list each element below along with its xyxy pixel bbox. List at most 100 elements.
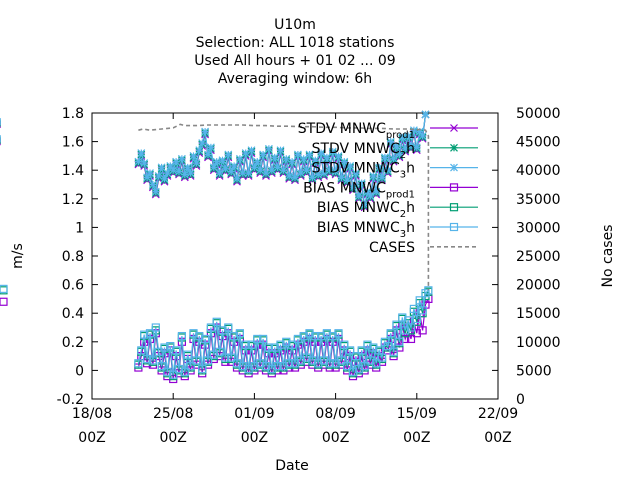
data-point xyxy=(250,362,259,371)
data-point xyxy=(366,356,375,365)
data-point xyxy=(180,170,189,179)
data-point xyxy=(386,137,395,146)
legend-label: STDV MNWC2h xyxy=(312,141,415,161)
data-point xyxy=(418,131,427,140)
y2-tick-label: 30000 xyxy=(516,220,561,236)
legend-entry: STDV MNWC3h xyxy=(312,161,478,181)
data-point xyxy=(409,126,418,135)
data-point xyxy=(293,334,302,344)
x-tick-label: 01/09 xyxy=(234,406,274,422)
data-point xyxy=(340,157,349,166)
data-point xyxy=(346,346,355,355)
data-point xyxy=(377,353,387,362)
data-point xyxy=(186,169,195,177)
data-point xyxy=(369,171,378,180)
data-point xyxy=(192,159,201,167)
data-point xyxy=(192,356,201,365)
legend-label: STDV MNWCprod1 xyxy=(298,121,415,141)
legend-label: BIAS MNWC3h xyxy=(317,220,415,240)
data-point xyxy=(317,149,326,157)
data-point xyxy=(288,157,297,166)
data-point xyxy=(157,362,166,371)
data-point xyxy=(285,171,294,180)
data-point xyxy=(169,370,178,379)
data-point xyxy=(378,173,386,182)
series-line xyxy=(137,289,429,375)
data-point xyxy=(337,356,346,365)
data-point xyxy=(291,173,299,182)
data-point xyxy=(201,334,210,344)
data-point xyxy=(163,367,172,376)
legend-label: STDV MNWC3h xyxy=(312,161,415,181)
data-point xyxy=(366,192,375,200)
data-point xyxy=(409,304,418,314)
data-point xyxy=(398,313,407,322)
data-point xyxy=(395,343,404,352)
data-point xyxy=(137,346,146,355)
data-point xyxy=(218,156,227,165)
title-line: U10m xyxy=(274,17,316,33)
y2-tick-label: 25000 xyxy=(516,249,561,265)
data-point xyxy=(328,147,337,156)
data-point xyxy=(247,146,256,155)
y-tick-label: 0.8 xyxy=(62,249,84,265)
data-point xyxy=(383,341,392,351)
data-point xyxy=(183,350,192,359)
data-point xyxy=(450,143,458,152)
data-point xyxy=(134,359,143,368)
x-axis: 18/08 00Z 25/08 00Z 01/09 00Z 08/09 00Z 15/09 00Z… xyxy=(72,113,518,446)
data-point xyxy=(449,222,459,232)
data-point xyxy=(241,340,250,349)
data-point xyxy=(145,329,155,338)
y2-tick-label: 0 xyxy=(516,392,525,408)
y-tick-label: 0.4 xyxy=(62,306,84,322)
data-point xyxy=(349,183,357,192)
data-point xyxy=(380,153,389,162)
data-point xyxy=(256,359,265,368)
data-point xyxy=(230,161,239,170)
data-point xyxy=(259,334,268,344)
data-point xyxy=(424,286,433,295)
y-tick-label: 1 xyxy=(75,220,84,236)
data-point xyxy=(238,362,247,371)
data-point xyxy=(166,341,175,351)
data-point xyxy=(421,300,430,309)
x-tick-label: 25/08 xyxy=(153,406,193,422)
data-point xyxy=(224,150,233,159)
data-point xyxy=(383,166,392,175)
series-line xyxy=(137,114,427,205)
x-tick-label: 00Z xyxy=(322,430,349,446)
data-point xyxy=(325,359,334,368)
data-point xyxy=(406,334,416,344)
y-tick-label: 1.6 xyxy=(62,135,84,151)
data-point xyxy=(230,331,239,341)
x-tick-label: 00Z xyxy=(241,430,268,446)
data-point xyxy=(299,154,308,163)
data-point xyxy=(259,150,268,159)
data-point xyxy=(314,359,323,368)
y2-axis: 0 5000 10000 15000 20000 25000 30000 35000 40000… xyxy=(492,106,561,408)
series-stdv-mnwc-3h xyxy=(0,110,430,209)
data-point xyxy=(398,133,407,142)
series-line xyxy=(138,123,430,291)
data-point xyxy=(140,330,149,339)
data-point xyxy=(334,329,343,338)
y2-axis-label: No cases xyxy=(600,225,616,288)
legend-entry: BIAS MNWCprod1 xyxy=(303,180,478,200)
data-point xyxy=(288,340,297,349)
data-point xyxy=(389,347,398,356)
data-point xyxy=(354,364,363,374)
data-point xyxy=(201,127,210,136)
data-point xyxy=(172,346,181,355)
data-point xyxy=(177,154,186,163)
data-point xyxy=(401,326,410,335)
data-point xyxy=(319,356,329,365)
title-line: Averaging window: 6h xyxy=(218,71,372,87)
data-point xyxy=(137,149,146,157)
y-axis-label: m/s xyxy=(10,243,26,269)
data-point xyxy=(134,157,143,166)
data-point xyxy=(276,146,285,155)
x-tick-label: 22/09 xyxy=(478,406,518,422)
y2-tick-label: 40000 xyxy=(516,163,561,179)
data-point xyxy=(290,359,300,368)
